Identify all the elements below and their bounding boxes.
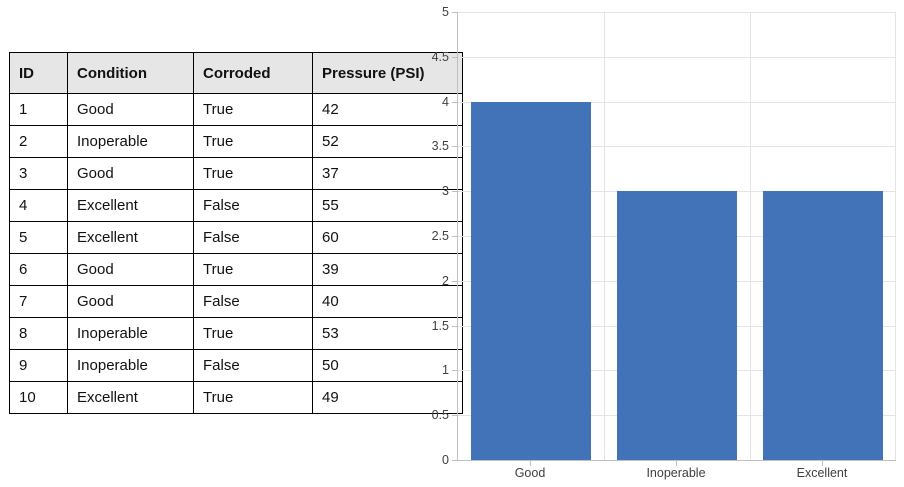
y-tick-label: 2: [442, 273, 449, 288]
table-cell: Good: [67, 253, 194, 286]
table-cell: Good: [67, 93, 194, 126]
gridline-vertical: [750, 12, 751, 460]
table-cell: 49: [312, 381, 463, 414]
y-tick-label: 5: [442, 5, 449, 19]
table-cell: 5: [9, 221, 68, 254]
y-tick-label: 4.5: [431, 49, 449, 64]
table-cell: Excellent: [67, 189, 194, 222]
x-axis-tick: [530, 461, 531, 466]
table-cell: False: [193, 221, 313, 254]
y-axis-tick: [452, 460, 457, 461]
table-cell: 3: [9, 157, 68, 190]
table-cell: 52: [312, 125, 463, 158]
table-cell: 53: [312, 317, 463, 350]
y-tick-label: 3.5: [431, 139, 449, 154]
table-cell: True: [193, 253, 313, 286]
y-tick-label: 1.5: [431, 318, 449, 333]
table-cell: Good: [67, 157, 194, 190]
table-header-row: ID Condition Corroded Pressure (PSI): [9, 52, 463, 94]
gridline-horizontal: [458, 56, 896, 58]
table-cell: True: [193, 93, 313, 126]
y-tick-label: 1: [442, 363, 449, 378]
table-cell: True: [193, 125, 313, 158]
x-axis-tick: [822, 461, 823, 466]
table-cell: True: [193, 381, 313, 414]
gridline-horizontal: [458, 101, 896, 103]
y-tick-label: 4: [442, 94, 449, 109]
col-header-id: ID: [9, 52, 68, 94]
table-cell: 8: [9, 317, 68, 350]
table-cell: Excellent: [67, 221, 194, 254]
y-tick-label: 0: [442, 453, 449, 467]
table-cell: 1: [9, 93, 68, 126]
table-cell: 10: [9, 381, 68, 414]
table-row: 3 Good True 37: [9, 157, 463, 190]
table-row: 9 Inoperable False 50: [9, 349, 463, 382]
table-row: 10 Excellent True 49: [9, 381, 463, 414]
table-cell: True: [193, 317, 313, 350]
y-tick-label: 0.5: [431, 408, 449, 423]
x-category-label: Inoperable: [646, 466, 706, 480]
table-cell: 39: [312, 253, 463, 286]
x-category-label: Good: [514, 466, 546, 480]
col-header-condition: Condition: [67, 52, 194, 94]
gridline-vertical: [895, 12, 896, 460]
table-row: 6 Good True 39: [9, 253, 463, 286]
table-cell: True: [193, 157, 313, 190]
table-row: 5 Excellent False 60: [9, 221, 463, 254]
y-axis-tick: [452, 101, 457, 103]
x-axis-tick: [676, 461, 677, 466]
y-axis-tick: [452, 325, 457, 327]
table-row: 1 Good True 42: [9, 93, 463, 126]
table-cell: 2: [9, 125, 68, 158]
table-cell: Excellent: [67, 381, 194, 414]
table-cell: 7: [9, 285, 68, 318]
table-cell: 60: [312, 221, 463, 254]
y-axis-tick: [452, 236, 457, 237]
y-axis-tick: [452, 56, 457, 58]
table-row: 8 Inoperable True 53: [9, 317, 463, 350]
table-row: 2 Inoperable True 52: [9, 125, 463, 158]
y-axis-tick: [452, 12, 457, 13]
table-cell: Inoperable: [67, 125, 194, 158]
table-cell: 37: [312, 157, 463, 190]
table-cell: 4: [9, 189, 68, 222]
y-axis-tick: [452, 146, 457, 148]
gridline-horizontal: [458, 12, 896, 13]
bar: [617, 191, 737, 460]
bar: [471, 102, 591, 460]
table-cell: Good: [67, 285, 194, 318]
data-table-body: 1 Good True 42 2 Inoperable True 52 3 Good True 37 4…: [9, 93, 463, 414]
y-axis-tick: [452, 280, 457, 282]
gridline-vertical: [604, 12, 605, 460]
col-header-pressure: Pressure (PSI): [312, 52, 463, 94]
data-table: ID Condition Corroded Pressure (PSI) 1 Go…: [9, 52, 463, 414]
y-axis-tick: [452, 370, 457, 372]
y-axis-tick: [452, 415, 457, 417]
table-cell: False: [193, 285, 313, 318]
bar: [763, 191, 883, 460]
table-cell: False: [193, 349, 313, 382]
table-cell: False: [193, 189, 313, 222]
table-row: 7 Good False 40: [9, 285, 463, 318]
table-cell: 9: [9, 349, 68, 382]
y-axis-tick: [452, 191, 457, 193]
gridline-horizontal: [458, 146, 896, 148]
table-cell: Inoperable: [67, 317, 194, 350]
bar-chart: 0 0.5 1 1.5 2 2.5 3 3.5 4 4.5 5 Good Inoperable Excel…: [425, 0, 904, 487]
y-tick-label: 2.5: [431, 229, 449, 243]
col-header-corroded: Corroded: [193, 52, 313, 94]
table-header: ID Condition Corroded Pressure (PSI): [9, 52, 463, 94]
table-cell: 50: [312, 349, 463, 382]
table-cell: Inoperable: [67, 349, 194, 382]
chart-plot-area: [457, 12, 896, 461]
y-tick-label: 3: [442, 184, 449, 199]
x-category-label: Excellent: [796, 466, 848, 480]
table-row: 4 Excellent False 55: [9, 189, 463, 222]
table-cell: 6: [9, 253, 68, 286]
